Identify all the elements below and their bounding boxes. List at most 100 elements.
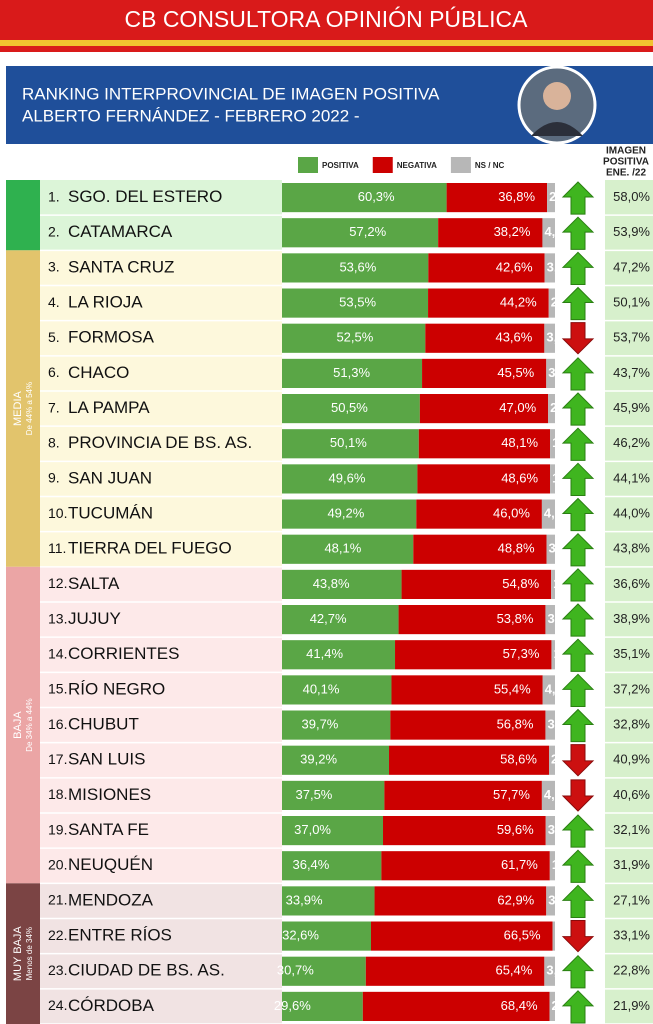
bar-segment	[395, 640, 552, 670]
bar-segment	[282, 499, 417, 529]
subtitle: RANKING INTERPROVINCIAL DE IMAGEN POSITI…	[22, 84, 440, 103]
legend-swatch	[298, 157, 318, 173]
trend-arrow	[561, 708, 595, 743]
trend-arrow	[561, 357, 595, 391]
value-label: 57,7%	[493, 787, 530, 802]
category-label: SGO. DEL ESTERO	[68, 187, 222, 206]
group-name: BAJA	[12, 711, 24, 739]
value-label: 48,1%	[324, 541, 361, 556]
bar-segment	[544, 956, 555, 986]
category-label: TUCUMÁN	[68, 504, 153, 523]
value-label: 39,7%	[302, 717, 339, 732]
value-label: 49,6%	[329, 470, 366, 485]
bar-segment	[546, 534, 555, 564]
bar-segment	[545, 605, 555, 635]
category-label: LA RIOJA	[68, 293, 143, 312]
rank: 8.	[48, 434, 60, 450]
previous-value: 40,9%	[613, 752, 650, 767]
previous-value: 32,8%	[613, 717, 650, 732]
group-band	[6, 883, 40, 1024]
rank: 2.	[48, 223, 60, 239]
value-label: 3,8	[547, 259, 565, 274]
bar-segment	[282, 745, 390, 775]
previous-value: 45,9%	[613, 400, 650, 415]
value-label: 61,7%	[501, 857, 538, 872]
category-label: SAN LUIS	[68, 750, 145, 769]
value-label: 42,6%	[496, 259, 533, 274]
category-label: NEUQUÉN	[68, 855, 153, 874]
value-label: 37,0%	[294, 822, 331, 837]
bar-segment	[542, 675, 555, 705]
bar-segment	[282, 780, 385, 810]
legend-label: POSITIVA	[322, 161, 359, 170]
rank: 7.	[48, 399, 60, 415]
category-label: MENDOZA	[68, 890, 154, 909]
bar-segment	[370, 921, 553, 951]
trend-arrow	[561, 286, 595, 321]
previous-value: 47,2%	[613, 259, 650, 274]
rank: 1.	[48, 188, 60, 204]
previous-value: 46,2%	[613, 435, 650, 450]
bar-segment	[282, 851, 382, 881]
bar-segment	[418, 429, 551, 459]
value-label: 45,5%	[497, 365, 534, 380]
value-label: 1,9	[552, 857, 570, 872]
previous-value: 38,9%	[613, 611, 650, 626]
value-label: 36,8%	[498, 189, 535, 204]
value-label: 48,6%	[501, 470, 538, 485]
bar-segment	[551, 569, 555, 599]
value-label: 2,5	[550, 400, 568, 415]
bar-segment	[374, 886, 547, 916]
category-label: SAN JUAN	[68, 468, 152, 487]
rank: 10.	[48, 505, 67, 521]
rank: 15.	[48, 681, 67, 697]
rank: 19.	[48, 821, 67, 837]
trend-arrow	[561, 427, 595, 461]
group-name: MUY BAJA	[12, 926, 24, 981]
previous-value: 50,1%	[613, 295, 650, 310]
column-header: ENE. /22	[606, 168, 646, 179]
trend-arrow	[561, 954, 595, 989]
bar-segment	[282, 710, 391, 740]
value-label: 3,5	[547, 717, 565, 732]
bar-segment	[282, 921, 371, 951]
group-name: MEDIA	[12, 391, 24, 427]
group-background	[40, 566, 282, 884]
header-stripe	[0, 46, 653, 52]
value-label: 43,6%	[495, 330, 532, 345]
subtitle: ALBERTO FERNÁNDEZ - FEBRERO 2022 -	[22, 106, 360, 125]
bar-segment	[548, 288, 555, 318]
rank: 3.	[48, 259, 60, 275]
trend-arrow	[561, 779, 595, 812]
group-range: Menos de 34%	[25, 927, 34, 980]
value-label: 68,4%	[501, 998, 538, 1013]
category-label: SALTA	[68, 574, 120, 593]
bar-segment	[428, 288, 549, 318]
previous-value: 27,1%	[613, 892, 650, 907]
bar-segment	[282, 640, 396, 670]
category-label: PROVINCIA DE BS. AS.	[68, 433, 252, 452]
rank: 6.	[48, 364, 60, 380]
value-label: 42,7%	[310, 611, 347, 626]
rank: 24.	[48, 997, 67, 1013]
previous-value: 53,9%	[613, 224, 650, 239]
previous-value: 44,0%	[613, 506, 650, 521]
bar-segment	[544, 323, 555, 353]
legend-label: NS / NC	[475, 161, 505, 170]
rank: 14.	[48, 645, 67, 661]
value-label: 54,8%	[502, 576, 539, 591]
bar-segment	[544, 253, 555, 283]
value-label: 3,4	[548, 822, 567, 837]
bar-segment	[550, 464, 555, 494]
value-label: 3,1	[549, 541, 567, 556]
bar-segment	[542, 218, 555, 248]
value-label: 3,5	[547, 611, 565, 626]
bar-segment	[550, 429, 555, 459]
category-label: CATAMARCA	[68, 222, 173, 241]
bar-segment	[548, 394, 555, 424]
previous-value: 40,6%	[613, 787, 650, 802]
rank: 9.	[48, 470, 60, 486]
bar-segment	[547, 183, 555, 213]
bar-segment	[282, 394, 420, 424]
bar-segment	[545, 816, 555, 846]
